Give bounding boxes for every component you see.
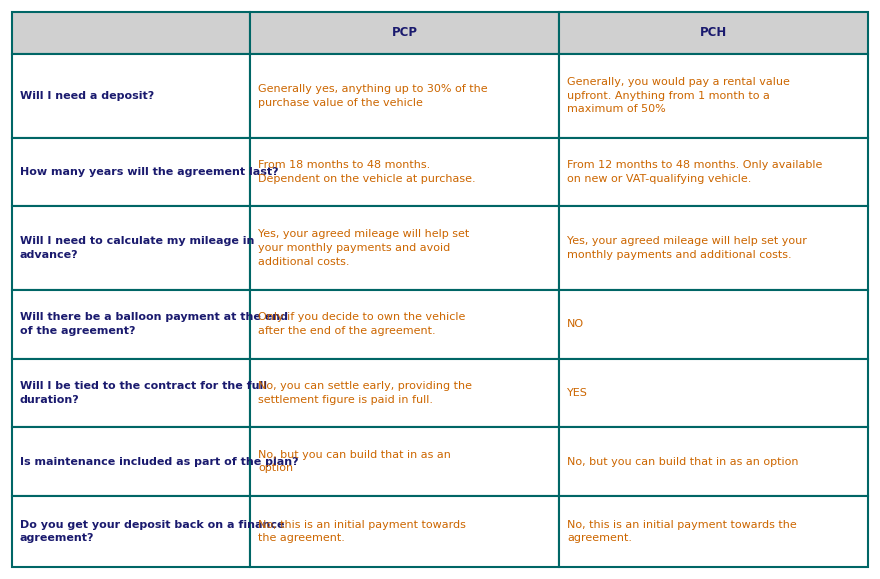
Text: Generally yes, anything up to 30% of the
purchase value of the vehicle: Generally yes, anything up to 30% of the… — [258, 84, 488, 108]
Text: NO: NO — [567, 319, 584, 329]
Text: How many years will the agreement last?: How many years will the agreement last? — [20, 167, 279, 177]
Text: From 18 months to 48 months.
Dependent on the vehicle at purchase.: From 18 months to 48 months. Dependent o… — [258, 160, 475, 184]
Text: Will I need a deposit?: Will I need a deposit? — [20, 91, 154, 101]
Text: PCP: PCP — [392, 27, 417, 39]
Text: No, this is an initial payment towards
the agreement.: No, this is an initial payment towards t… — [258, 519, 466, 543]
Bar — [250, 427, 559, 496]
Bar — [250, 358, 559, 427]
Text: Only if you decide to own the vehicle
after the end of the agreement.: Only if you decide to own the vehicle af… — [258, 313, 466, 336]
Text: PCH: PCH — [700, 27, 727, 39]
Text: YES: YES — [567, 388, 588, 398]
Text: Generally, you would pay a rental value
upfront. Anything from 1 month to a
maxi: Generally, you would pay a rental value … — [567, 77, 790, 114]
Bar — [250, 290, 559, 358]
Text: No, you can settle early, providing the
settlement figure is paid in full.: No, you can settle early, providing the … — [258, 381, 472, 405]
Text: No, but you can build that in as an option: No, but you can build that in as an opti… — [567, 456, 798, 467]
Text: No, but you can build that in as an
option: No, but you can build that in as an opti… — [258, 450, 451, 473]
Text: Will I be tied to the contract for the full
duration?: Will I be tied to the contract for the f… — [20, 381, 267, 405]
Text: Yes, your agreed mileage will help set
your monthly payments and avoid
additiona: Yes, your agreed mileage will help set y… — [258, 229, 469, 267]
Bar — [559, 54, 868, 138]
Bar — [12, 54, 250, 138]
Bar — [12, 12, 250, 54]
Bar — [559, 290, 868, 358]
Text: Will there be a balloon payment at the end
of the agreement?: Will there be a balloon payment at the e… — [20, 313, 288, 336]
Bar — [559, 206, 868, 290]
Text: Is maintenance included as part of the plan?: Is maintenance included as part of the p… — [20, 456, 298, 467]
Bar — [559, 496, 868, 567]
Text: Yes, your agreed mileage will help set your
monthly payments and additional cost: Yes, your agreed mileage will help set y… — [567, 236, 807, 260]
Bar — [559, 427, 868, 496]
Text: From 12 months to 48 months. Only available
on new or VAT-qualifying vehicle.: From 12 months to 48 months. Only availa… — [567, 160, 822, 184]
Bar — [12, 427, 250, 496]
Bar — [250, 12, 559, 54]
Text: Do you get your deposit back on a finance
agreement?: Do you get your deposit back on a financ… — [20, 519, 284, 543]
Bar — [12, 358, 250, 427]
Bar — [559, 358, 868, 427]
Bar — [12, 206, 250, 290]
Bar — [12, 138, 250, 206]
Bar — [250, 496, 559, 567]
Bar — [559, 138, 868, 206]
Text: Will I need to calculate my mileage in
advance?: Will I need to calculate my mileage in a… — [20, 236, 254, 260]
Bar — [250, 54, 559, 138]
Bar — [12, 290, 250, 358]
Bar — [250, 206, 559, 290]
Bar — [12, 496, 250, 567]
Bar — [559, 12, 868, 54]
Text: No, this is an initial payment towards the
agreement.: No, this is an initial payment towards t… — [567, 519, 796, 543]
Bar — [250, 138, 559, 206]
